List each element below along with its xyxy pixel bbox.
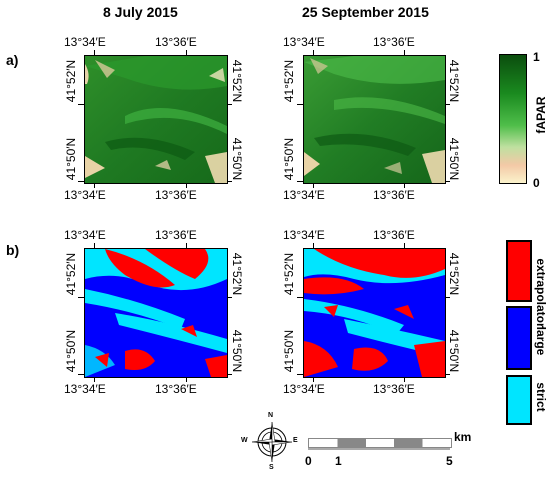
lat-tick-left-1: 41°52′N [64, 252, 78, 296]
lon-tick-top-2: 13°36′E [373, 35, 415, 49]
legend-swatch-extrapolator [506, 240, 532, 302]
lon-tick-bottom-2: 13°36′E [155, 382, 197, 396]
fapar-max-label: 1 [533, 50, 540, 64]
header-july: 8 July 2015 [103, 4, 178, 20]
scale-bar-segments [308, 438, 452, 448]
lon-tick-top-1: 13°34′E [64, 35, 106, 49]
lat-tick-right-1: 41°52′N [447, 59, 461, 103]
lon-tick-bottom-2: 13°36′E [373, 188, 415, 202]
lon-tick-top-2: 13°36′E [155, 35, 197, 49]
lon-tick-bottom-1: 13°34′E [64, 188, 106, 202]
header-september: 25 September 2015 [302, 4, 429, 20]
class-map-july [84, 248, 228, 378]
legend-swatch-large [506, 306, 532, 370]
scale-label-1: 1 [335, 454, 342, 468]
lat-tick-left-2: 41°50′N [64, 137, 78, 181]
compass-w: W [241, 437, 248, 444]
lat-tick-left-2: 41°50′N [282, 137, 296, 181]
lon-tick-bottom-2: 13°36′E [373, 382, 415, 396]
fapar-title: fAPAR [534, 96, 548, 134]
fapar-min-label: 0 [533, 176, 540, 190]
scale-unit: km [454, 430, 472, 444]
legend-label-large: large [534, 326, 548, 356]
fapar-gradient-bar [499, 54, 527, 184]
fapar-map-september [303, 55, 446, 184]
scale-label-0: 0 [305, 454, 312, 468]
lon-tick-bottom-2: 13°36′E [155, 188, 197, 202]
lat-tick-left-2: 41°50′N [64, 329, 78, 373]
compass-rose: N S W E [241, 412, 298, 471]
fapar-map-july [84, 55, 228, 184]
lat-tick-left-1: 41°52′N [282, 59, 296, 103]
lat-tick-left-1: 41°52′N [64, 59, 78, 103]
scale-label-5: 5 [446, 454, 453, 468]
lat-tick-right-2: 41°50′N [447, 137, 461, 181]
lon-tick-top-2: 13°36′E [155, 228, 197, 242]
row-label-a: a) [6, 52, 19, 68]
legend-label-strict: strict [534, 382, 548, 412]
lon-tick-top-1: 13°34′E [283, 35, 325, 49]
lon-tick-bottom-1: 13°34′E [283, 188, 325, 202]
lat-tick-right-2: 41°50′N [230, 329, 244, 373]
lat-tick-left-2: 41°50′N [282, 329, 296, 373]
lat-tick-left-1: 41°52′N [282, 252, 296, 296]
row-label-b: b) [6, 242, 20, 258]
lat-tick-right-1: 41°52′N [230, 252, 244, 296]
lat-tick-right-2: 41°50′N [230, 137, 244, 181]
compass-s: S [269, 464, 274, 471]
lon-tick-top-1: 13°34′E [64, 228, 106, 242]
legend-swatch-strict [506, 375, 532, 425]
lat-tick-right-2: 41°50′N [447, 329, 461, 373]
lon-tick-bottom-1: 13°34′E [64, 382, 106, 396]
compass-n: N [268, 412, 274, 419]
lat-tick-right-1: 41°52′N [230, 59, 244, 103]
class-map-september [303, 248, 446, 378]
lon-tick-top-2: 13°36′E [373, 228, 415, 242]
lon-tick-top-1: 13°34′E [283, 228, 325, 242]
lon-tick-bottom-1: 13°34′E [283, 382, 325, 396]
lat-tick-right-1: 41°52′N [447, 252, 461, 296]
compass-e: E [293, 437, 298, 444]
